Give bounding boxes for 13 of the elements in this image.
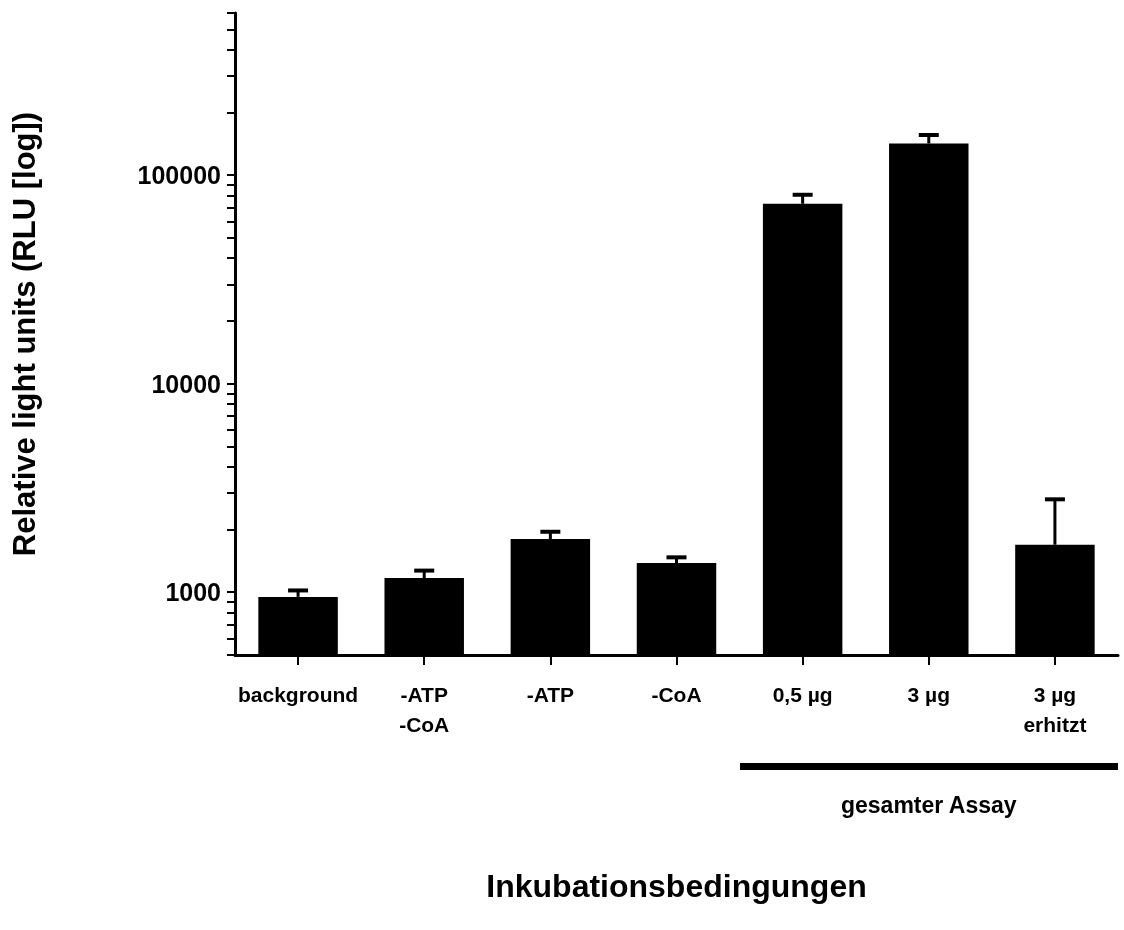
- x-axis-title: Inkubationsbedingungen: [486, 868, 867, 904]
- x-tick-label: 3 µg erhitzt: [1023, 682, 1087, 736]
- x-tick-label: 3 µg: [907, 682, 951, 706]
- text: gesamter Assay: [839, 792, 1018, 819]
- x-tick-label: -ATP -CoA: [399, 682, 450, 736]
- x-tick-label: -ATP: [526, 682, 575, 706]
- x-tick-label: 0,5 µg: [772, 682, 833, 706]
- y-tick-label: 10000: [151, 369, 221, 398]
- x-tick-label: -CoA: [651, 682, 702, 706]
- y-axis-title: Relative light units (RLU [log]): [7, 111, 42, 557]
- x-tick-label: background: [237, 682, 359, 706]
- y-tick-label: 100000: [137, 161, 221, 190]
- y-tick-label: 1000: [165, 578, 221, 607]
